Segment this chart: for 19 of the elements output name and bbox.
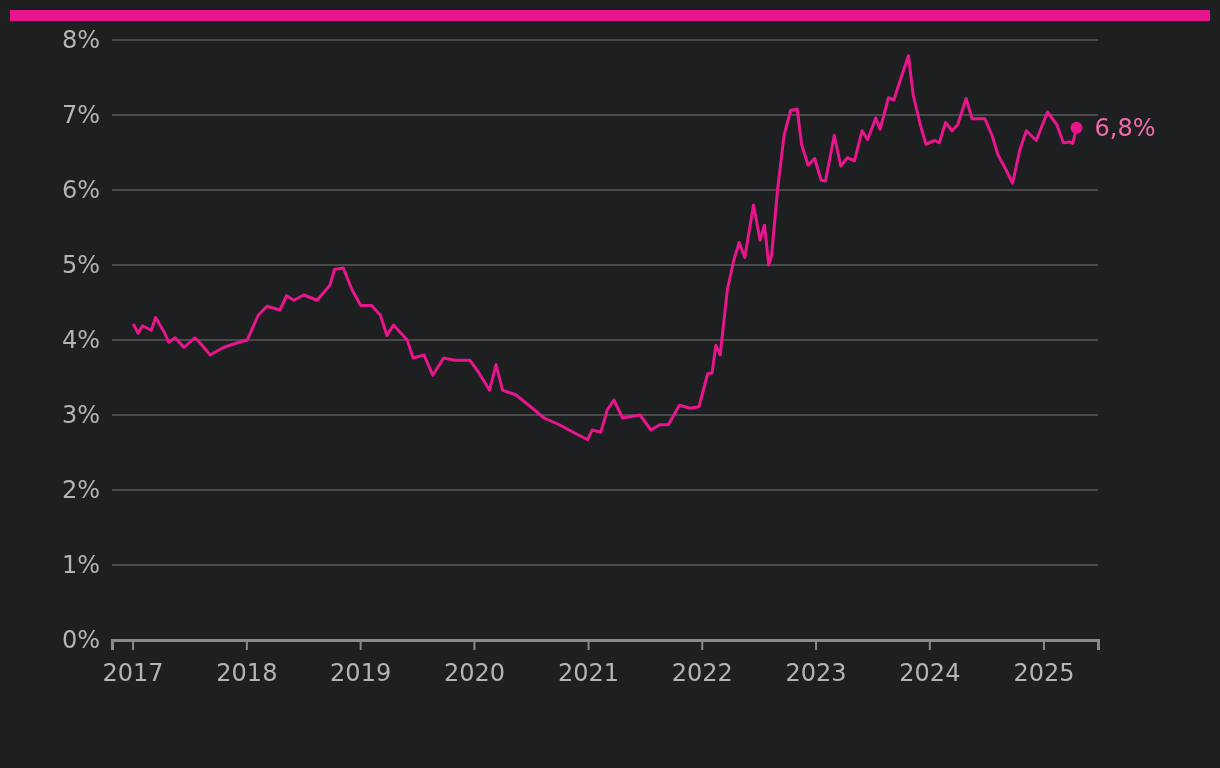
annotation: 6,8% (1094, 114, 1156, 143)
y-tick-label: 4% (61, 326, 100, 355)
x-tick-label: 2017 (102, 659, 164, 688)
y-tick-label: 8% (61, 26, 100, 55)
x-tick-label: 2025 (1013, 659, 1075, 688)
y-tick-label: 6% (61, 176, 100, 205)
y-tick-label: 7% (61, 101, 100, 130)
x-tick-label: 2024 (899, 659, 961, 688)
y-tick-label: 0% (61, 626, 100, 655)
x-tick-label: 2020 (443, 659, 505, 688)
x-tick-label: 2021 (557, 659, 620, 688)
x-tick-label: 2018 (216, 659, 278, 688)
y-tick-label: 2% (61, 476, 100, 505)
x-tick-label: 2019 (330, 659, 392, 688)
y-tick-label: 1% (61, 551, 100, 580)
y-tick-label: 3% (61, 401, 100, 430)
x-tick-label: 2023 (785, 659, 847, 688)
y-tick-label: 5% (61, 251, 100, 280)
x-tick-label: 2022 (671, 659, 733, 688)
